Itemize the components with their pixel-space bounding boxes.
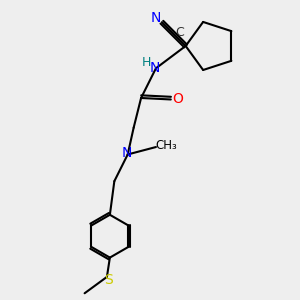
Text: CH₃: CH₃ bbox=[155, 139, 177, 152]
Text: N: N bbox=[149, 61, 160, 75]
Text: H: H bbox=[142, 56, 151, 69]
Text: C: C bbox=[175, 26, 184, 39]
Text: O: O bbox=[172, 92, 183, 106]
Text: N: N bbox=[122, 146, 132, 160]
Text: N: N bbox=[150, 11, 161, 25]
Text: S: S bbox=[104, 273, 113, 287]
